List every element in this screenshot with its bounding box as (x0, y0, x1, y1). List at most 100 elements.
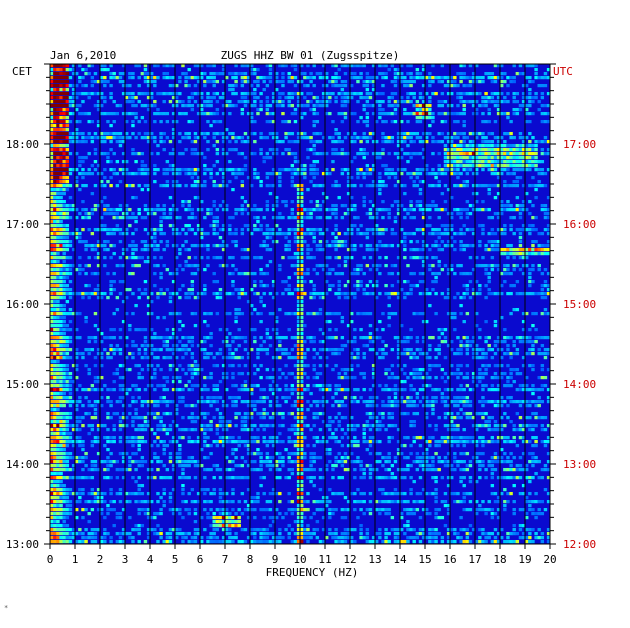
heat-cell (134, 248, 138, 252)
heat-cell (353, 348, 357, 352)
heat-cell (434, 388, 438, 392)
heat-cell (215, 352, 220, 356)
heat-cell (400, 156, 404, 160)
heat-cell (243, 272, 248, 276)
heat-cell (546, 92, 551, 96)
heat-cell (390, 364, 395, 368)
heat-cell (53, 284, 57, 288)
heat-cell (75, 72, 79, 76)
heat-cell (493, 292, 498, 296)
heat-cell (253, 284, 257, 288)
heat-cell (212, 92, 216, 96)
heat-cell (59, 284, 63, 288)
heat-cell (146, 188, 151, 192)
heat-cell (65, 232, 70, 236)
heat-cell (490, 80, 495, 84)
heat-cell (446, 228, 451, 232)
heat-cell (193, 92, 198, 96)
heat-cell (506, 156, 510, 160)
heat-cell (53, 68, 57, 72)
heat-cell (262, 88, 266, 92)
heat-cell (143, 168, 148, 172)
heat-cell (231, 356, 235, 360)
heat-cell (146, 248, 151, 252)
heat-cell (134, 172, 138, 176)
heat-cell (393, 172, 398, 176)
heat-cell (356, 364, 360, 368)
heat-cell (65, 116, 70, 120)
heat-cell (340, 204, 345, 208)
heat-cell (65, 240, 70, 244)
heat-cell (250, 304, 254, 308)
heat-cell (312, 292, 316, 296)
heat-cell (543, 120, 548, 124)
heat-cell (162, 344, 166, 348)
heat-cell (290, 132, 295, 136)
heat-cell (143, 336, 148, 340)
heat-cell (193, 312, 198, 316)
heat-cell (171, 312, 176, 316)
heat-cell (353, 388, 357, 392)
heat-cell (56, 108, 60, 112)
heat-cell (515, 152, 520, 156)
heat-cell (109, 284, 113, 288)
heat-cell (428, 376, 432, 380)
heat-cell (506, 336, 510, 340)
heat-cell (440, 192, 445, 196)
heat-cell (150, 72, 154, 76)
heat-cell (462, 184, 466, 188)
heat-cell (415, 348, 420, 352)
heat-cell (287, 312, 291, 316)
heat-cell (428, 344, 432, 348)
heat-cell (59, 188, 63, 192)
heat-cell (531, 136, 535, 140)
heat-cell (218, 292, 223, 296)
heat-cell (465, 364, 470, 368)
heat-cell (396, 364, 401, 368)
heat-cell (296, 388, 301, 392)
heat-cell (500, 92, 504, 96)
heat-cell (190, 368, 195, 372)
heat-cell (109, 76, 113, 80)
heat-cell (406, 96, 410, 100)
heat-cell (275, 72, 279, 76)
heat-cell (406, 348, 410, 352)
heat-cell (296, 204, 301, 208)
heat-cell (59, 248, 63, 252)
heat-cell (303, 136, 307, 140)
heat-cell (346, 132, 351, 136)
heat-cell (528, 80, 532, 84)
heat-cell (453, 172, 457, 176)
heat-cell (362, 120, 366, 124)
heat-cell (428, 184, 432, 188)
heat-cell (56, 64, 60, 68)
heat-cell (512, 232, 516, 236)
heat-cell (456, 160, 460, 164)
heat-cell (306, 216, 310, 220)
heat-cell (481, 372, 485, 376)
heat-cell (246, 248, 251, 252)
heat-cell (306, 348, 310, 352)
heat-cell (153, 80, 157, 84)
heat-cell (356, 176, 360, 180)
heat-cell (543, 248, 548, 252)
heat-cell (353, 376, 357, 380)
heat-cell (487, 76, 491, 80)
heat-cell (528, 276, 532, 280)
heat-cell (531, 80, 535, 84)
heat-cell (171, 96, 176, 100)
heat-cell (368, 136, 373, 140)
heat-cell (56, 388, 60, 392)
heat-cell (431, 80, 435, 84)
heat-cell (153, 136, 157, 140)
heat-cell (481, 112, 485, 116)
heat-cell (506, 292, 510, 296)
heat-cell (125, 392, 129, 396)
heat-cell (59, 352, 63, 356)
heat-cell (184, 136, 188, 140)
heat-cell (537, 252, 541, 256)
heat-cell (234, 92, 238, 96)
heat-cell (487, 156, 491, 160)
heat-cell (368, 212, 373, 216)
heat-cell (371, 80, 376, 84)
